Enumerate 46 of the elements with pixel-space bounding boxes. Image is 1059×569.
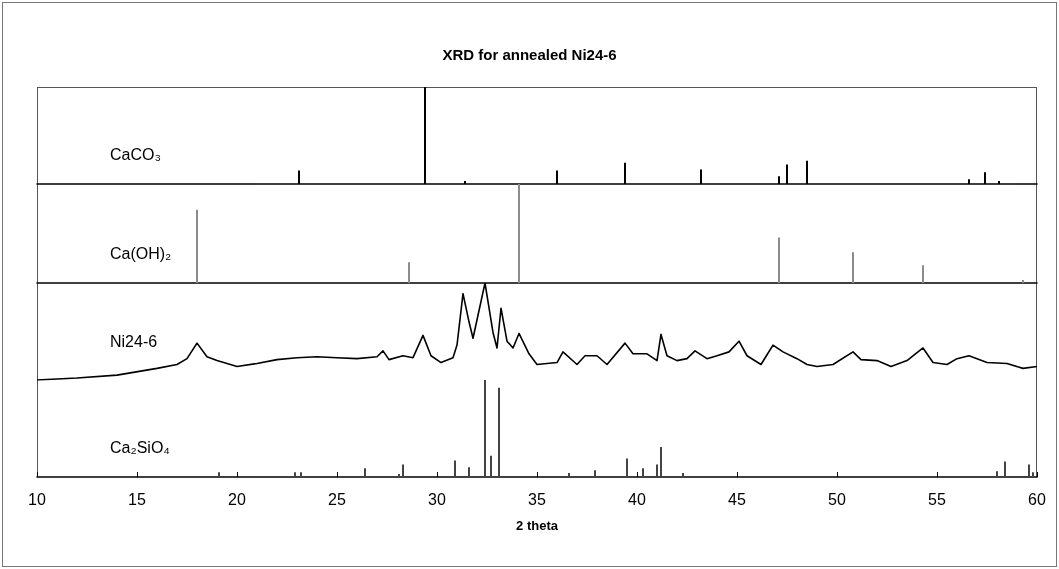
bar [1004,461,1006,477]
x-tick-label: 20 [228,490,246,508]
x-axis-title: 2 theta [516,518,559,533]
bar [656,464,658,477]
chart-title: XRD for annealed Ni24-6 [442,46,617,63]
x-tick-label: 50 [828,490,846,508]
bar [408,262,410,283]
bar [402,464,404,477]
bar [218,472,220,477]
x-tick-label: 35 [528,490,546,508]
bar [852,252,854,283]
bar [568,473,570,477]
bar [398,474,400,477]
bar [300,472,302,477]
bar [454,460,456,477]
bar [294,472,296,477]
bar [364,468,366,477]
bar [996,471,998,477]
bar [594,470,596,477]
bar [660,446,662,477]
bar [196,209,198,283]
x-tick-label: 45 [728,490,746,508]
x-tick-label: 25 [328,490,346,508]
bar [490,455,492,477]
bar [1028,464,1030,477]
x-tick-label: 10 [28,490,46,508]
series-label: Ca(OH)₂ [110,244,172,262]
bar [1032,472,1034,477]
text: Ca₂SiO₄ [110,439,170,457]
x-tick-label: 55 [928,490,946,508]
bar [626,458,628,477]
bar [922,265,924,283]
series-label: Ni24-6 [110,332,158,350]
x-tick-label: 40 [628,490,646,508]
x-tick-label: 30 [428,490,446,508]
bar [518,184,520,283]
bar [1022,280,1024,283]
text: CaCO₃ [110,146,161,164]
x-tick-label: 15 [128,490,146,508]
bar [778,237,780,283]
x-tick-label: 60 [1028,490,1046,508]
bar [484,380,486,477]
bar [642,468,644,477]
bar [682,473,684,477]
bar [498,387,500,477]
bar [468,467,470,477]
